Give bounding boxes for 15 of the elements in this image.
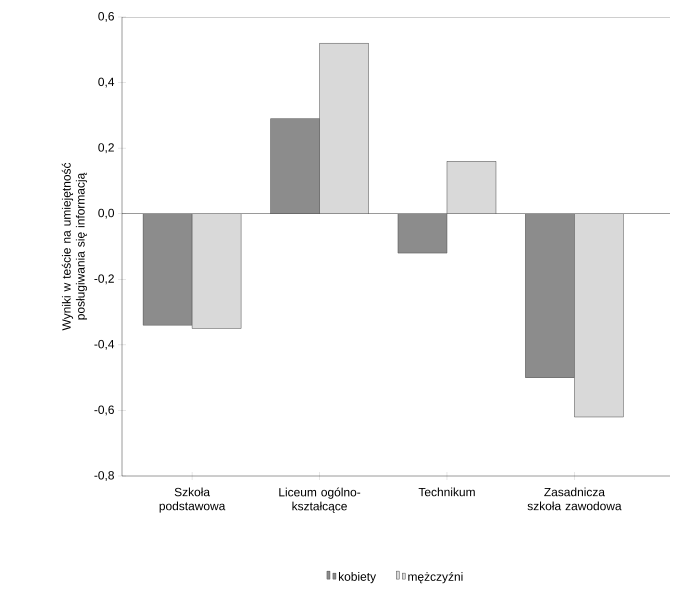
y-tick-label: 0,6 xyxy=(98,12,114,22)
y-tick-label: -0,8 xyxy=(94,471,114,481)
x-tick-label: Zasadnicza szkoła zawodowa xyxy=(528,488,622,510)
y-tick-label: -0,2 xyxy=(94,274,114,284)
y-tick-label: 0,0 xyxy=(98,208,114,219)
y-tick-label: 0,4 xyxy=(98,78,114,88)
x-tick-label: Liceum ogólno-kształcące xyxy=(279,488,360,513)
x-tick-label: Szkoła podstawowa xyxy=(160,488,226,513)
legend-label: mężczyźni xyxy=(408,572,462,584)
y-tick-label: -0,4 xyxy=(94,340,114,350)
y-axis-title: Wyniki w teście na umiejętność posługiwania się informacją xyxy=(62,162,88,330)
legend-label: kobiety xyxy=(338,572,376,584)
x-tick-label: Technikum xyxy=(418,488,475,496)
y-tick-label: -0,6 xyxy=(94,405,114,416)
y-tick-label: 0,2 xyxy=(98,143,114,154)
